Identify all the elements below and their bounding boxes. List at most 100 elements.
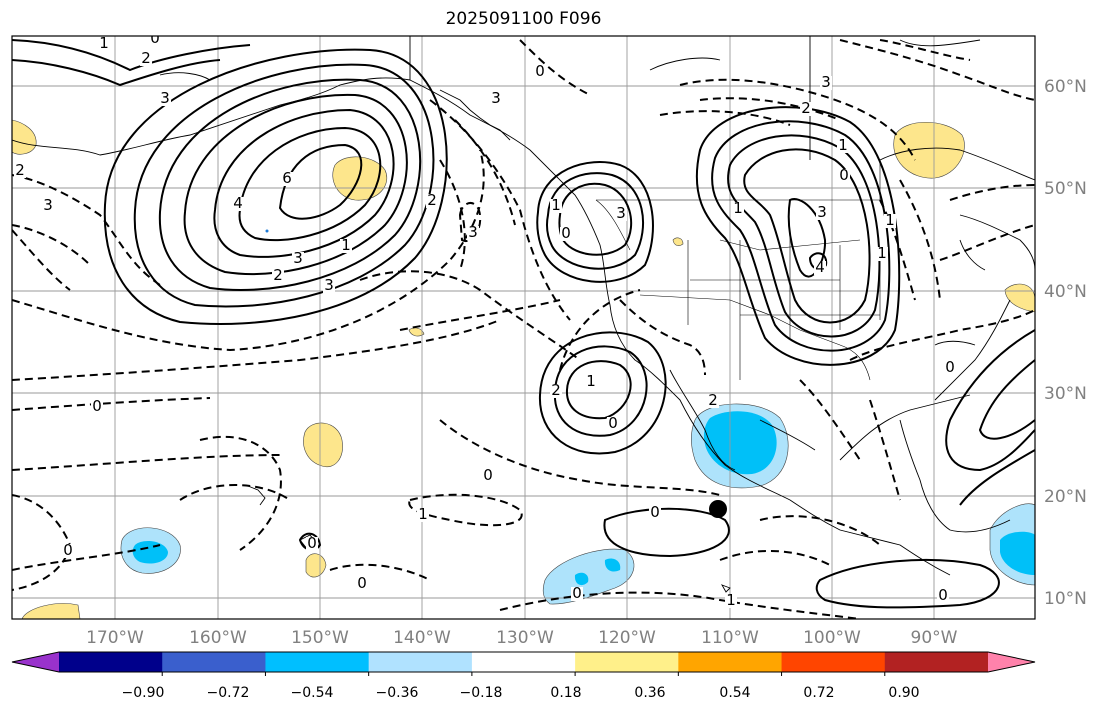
positive-patch: [672, 237, 684, 246]
contour-label: 0: [650, 503, 660, 521]
contour-label-bg: [725, 594, 737, 608]
map-background: [12, 36, 1035, 619]
contour-label-bg: [91, 400, 103, 414]
colorbar-extend-min: [12, 652, 59, 672]
colorbar-segment: [265, 652, 370, 672]
positive-patch: [305, 553, 327, 578]
colorbar-tick-label: −0.36: [376, 685, 419, 701]
contour-label-bg: [340, 239, 352, 253]
contour-label: 1: [877, 244, 887, 262]
contour-label-bg: [272, 269, 284, 283]
colorbar-tick-label: −0.72: [207, 685, 250, 701]
contour-label: 0: [561, 224, 571, 242]
contour-label: 3: [817, 203, 827, 221]
contour-label-bg: [149, 36, 161, 46]
contour-label: 4: [233, 194, 243, 212]
colorbar-segment: [781, 652, 886, 672]
contour-label: 1: [341, 236, 351, 254]
positive-patch: [303, 422, 343, 468]
contour-label: 0: [357, 574, 367, 592]
colorbar-extend-max: [988, 652, 1035, 672]
contour-label: 4: [815, 258, 825, 276]
contour-label-bg: [707, 394, 719, 408]
contour-label-bg: [490, 92, 502, 106]
colorbar-outline: [11, 651, 1036, 673]
colorbar-segments: [11, 651, 1036, 676]
contour-label-bg: [323, 279, 335, 293]
contour-label-bg: [281, 172, 293, 186]
positive-patch: [893, 121, 965, 179]
colorbar-segment: [162, 652, 266, 672]
colorbar-tick-label: 0.18: [550, 685, 581, 701]
colorbar-tick-label: 0.72: [803, 685, 834, 701]
latitude-axis: 10°N 20°N 30°N 40°N 50°N 60°N: [1044, 77, 1087, 609]
lon-tick-label: 110°W: [701, 628, 759, 648]
contour-label: 0: [608, 414, 618, 432]
contour-label: 1: [733, 199, 743, 217]
contour-label: 6: [282, 169, 292, 187]
contour-label-bg: [820, 76, 832, 90]
contour-label: 0: [945, 358, 955, 376]
contour-label-bg: [356, 577, 368, 591]
contour-label-bg: [884, 214, 896, 228]
contour-label-bg: [14, 164, 26, 178]
contour-label: 1: [885, 211, 895, 229]
lon-tick-label: 100°W: [803, 628, 861, 648]
contour-label-bg: [42, 199, 54, 213]
contour-label: 1: [418, 505, 428, 523]
longitude-axis: 170°W 160°W 150°W 140°W 130°W 120°W 110°…: [86, 628, 958, 648]
contour-label: 3: [616, 204, 626, 222]
contour-label: 2: [427, 191, 437, 209]
lon-tick-label: 170°W: [86, 628, 144, 648]
contour-label: 2: [273, 266, 283, 284]
contour-label-bg: [306, 537, 318, 551]
contour-label: 2: [708, 391, 718, 409]
negative-patch: [132, 540, 168, 564]
lat-tick-label: 20°N: [1044, 487, 1087, 507]
contour-label-bg: [98, 37, 110, 51]
contour-label-bg: [467, 226, 479, 240]
colorbar: −0.90 −0.72 −0.54 −0.36 −0.18 0.18 0.36 …: [11, 651, 1036, 701]
contour-label: 1: [726, 591, 736, 609]
colorbar-tick-label: 0.54: [719, 685, 750, 701]
contour-label: 3: [293, 249, 303, 267]
colorbar-segment: [678, 652, 783, 672]
contour-label: 0: [938, 586, 948, 604]
contour-label-bg: [944, 361, 956, 375]
lon-tick-label: 120°W: [598, 628, 656, 648]
positive-contours: [12, 39, 1035, 609]
contour-label-bg: [800, 102, 812, 116]
point-marker: [265, 229, 269, 233]
contour-label-bg: [837, 139, 849, 153]
contour-label: 0: [307, 534, 317, 552]
shaded-regions: [12, 119, 1035, 619]
colorbar-segment: [471, 652, 576, 672]
map-title: 2025091100 F096: [445, 9, 602, 29]
lat-tick-label: 40°N: [1044, 282, 1087, 302]
contour-label: 3: [491, 89, 501, 107]
contour-label-bg: [607, 417, 619, 431]
lon-tick-label: 160°W: [189, 628, 247, 648]
contour-label-bg: [62, 544, 74, 558]
lat-tick-label: 60°N: [1044, 77, 1087, 97]
contour-label-bg: [534, 65, 546, 79]
contour-label: 1: [586, 372, 596, 390]
lon-tick-label: 90°W: [911, 628, 958, 648]
political-borders: [595, 160, 881, 381]
contour-label: 2: [15, 161, 25, 179]
lat-tick-label: 10°N: [1044, 589, 1087, 609]
lat-tick-label: 50°N: [1044, 179, 1087, 199]
contour-label: 0: [150, 29, 160, 47]
negative-patch: [574, 572, 589, 586]
contour-label: 0: [572, 584, 582, 602]
negative-patch: [703, 411, 777, 475]
contour-label-bg: [732, 202, 744, 216]
contour-label-bg: [426, 194, 438, 208]
contour-label-bg: [649, 506, 661, 520]
contour-label: 3: [821, 73, 831, 91]
colorbar-tick-label: 0.36: [634, 685, 665, 701]
colorbar-tick-labels: −0.90 −0.72 −0.54 −0.36 −0.18 0.18 0.36 …: [122, 685, 920, 701]
